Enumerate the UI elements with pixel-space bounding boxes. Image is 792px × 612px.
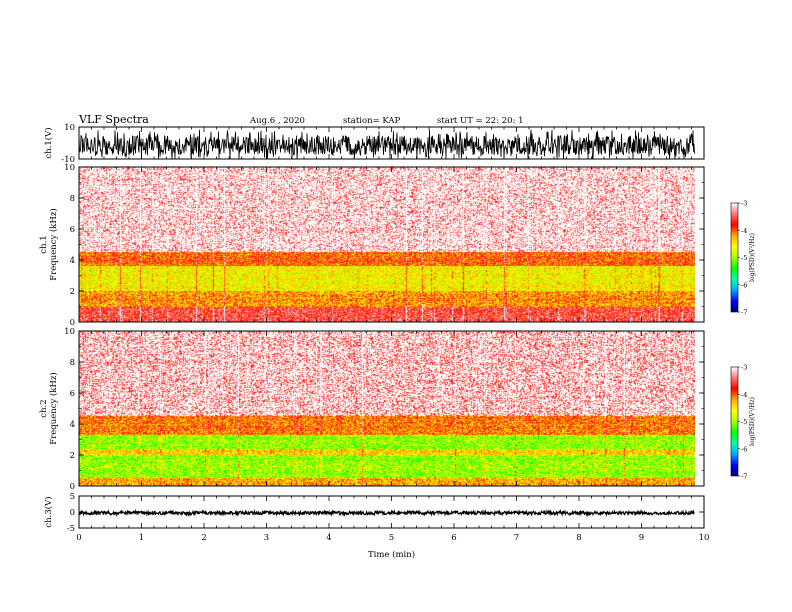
- colorbar-ch2: [730, 366, 739, 477]
- y-tick-label: 4: [70, 420, 75, 430]
- x-tick-label: 1: [139, 533, 144, 543]
- y-tick-label: -5: [67, 524, 75, 534]
- date-label: Aug.6 , 2020: [249, 116, 305, 126]
- y-tick-label: 0: [70, 508, 75, 518]
- colorbar-tick-label: -3: [741, 364, 747, 372]
- spectrogram-image-ch1: [79, 167, 695, 322]
- y-tick-label: 2: [70, 451, 75, 461]
- y-tick-label: 6: [70, 225, 75, 235]
- station-label: station= KAP: [343, 116, 401, 126]
- colorbar-tick-label: -3: [741, 200, 747, 208]
- x-tick-label: 4: [326, 533, 331, 543]
- y-tick-label: 10: [64, 123, 75, 133]
- y-tick-label: 6: [70, 389, 75, 399]
- spectrogram-ylabel-frequency: Frequency (kHz): [48, 372, 59, 444]
- colorbar-tick-label: -6: [741, 281, 747, 289]
- ch3-waveform-ylabel: ch.3(V): [43, 496, 54, 527]
- ch3-waveform-trace: [78, 508, 695, 517]
- ch1-waveform-ylabel: ch.1(V): [43, 127, 54, 158]
- y-tick-label: 2: [70, 287, 75, 297]
- colorbar-ch1: [730, 202, 739, 313]
- colorbar-label: log(PSD)(V²/Hz): [749, 397, 756, 446]
- spectrogram-ylabel-frequency: Frequency (kHz): [48, 208, 59, 280]
- colorbar-label: log(PSD)(V²/Hz): [749, 233, 756, 282]
- x-tick-label: 2: [201, 533, 206, 543]
- x-tick-label: 9: [639, 533, 644, 543]
- y-tick-label: 0: [70, 318, 75, 328]
- colorbar-tick-label: -7: [741, 473, 747, 481]
- x-tick-label: 7: [514, 533, 519, 543]
- spectrogram-image-ch2: [79, 331, 695, 486]
- figure-header: VLF Spectra Aug.6 , 2020 station= KAP st…: [78, 113, 524, 126]
- colorbar-tick-label: -4: [741, 227, 747, 235]
- colorbar-tick-label: -4: [741, 391, 747, 399]
- y-tick-label: 8: [70, 194, 75, 204]
- y-tick-label: 8: [70, 358, 75, 368]
- colorbar-tick-label: -5: [741, 254, 747, 262]
- start-time-label: start UT = 22: 20: 1: [437, 116, 524, 126]
- y-tick-label: 10: [64, 163, 75, 173]
- y-tick-label: 0: [70, 482, 75, 492]
- y-tick-label: 5: [70, 492, 75, 502]
- x-tick-label: 8: [576, 533, 581, 543]
- spectrogram-ylabel-channel: ch.1: [39, 235, 49, 253]
- spectrogram-images: [79, 167, 695, 486]
- ch1-waveform-trace: [78, 129, 695, 160]
- x-tick-label: 3: [264, 533, 269, 543]
- colorbar-tick-label: -6: [741, 445, 747, 453]
- x-tick-label: 10: [699, 533, 710, 543]
- y-tick-label: 4: [70, 256, 75, 266]
- spectrogram-ylabel-channel: ch.2: [39, 399, 49, 417]
- x-tick-label: 5: [389, 533, 394, 543]
- x-axis-label: Time (min): [368, 549, 415, 560]
- y-tick-label: 10: [64, 327, 75, 337]
- colorbar-tick-label: -7: [741, 309, 747, 317]
- y-tick-label: -10: [61, 155, 75, 165]
- x-tick-label: 6: [451, 533, 456, 543]
- colorbar-tick-label: -5: [741, 418, 747, 426]
- x-tick-label: 0: [76, 533, 81, 543]
- figure-title: VLF Spectra: [78, 113, 149, 126]
